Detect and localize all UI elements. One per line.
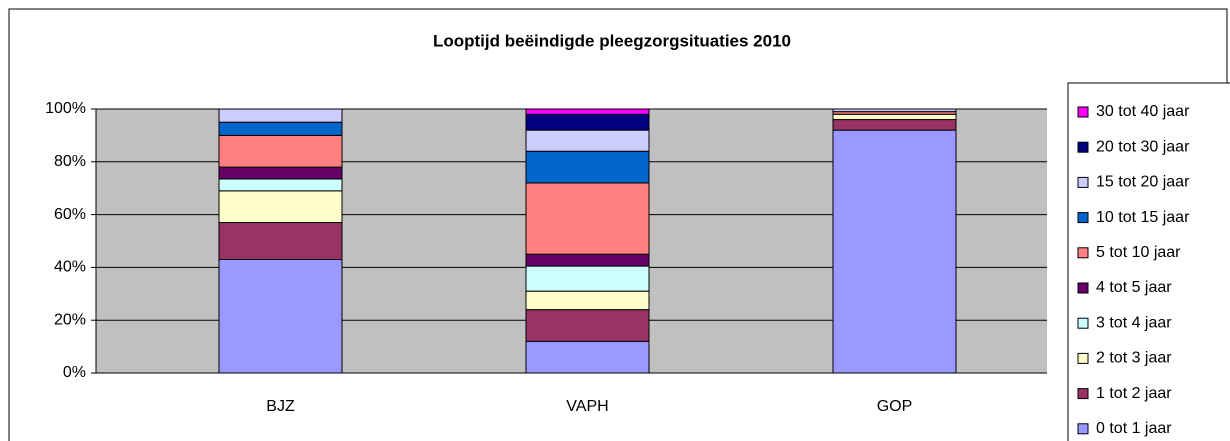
- legend-swatch: [1077, 212, 1089, 224]
- bar-segment: [525, 253, 650, 267]
- bar-segment: [525, 108, 650, 115]
- bar-segment: [218, 166, 343, 180]
- legend-swatch: [1077, 388, 1089, 400]
- y-tick-label: 40%: [54, 259, 86, 276]
- legend-label: 4 tot 5 jaar: [1096, 279, 1172, 296]
- bar-segment: [525, 309, 650, 342]
- legend-label: 2 tot 3 jaar: [1096, 350, 1172, 367]
- legend-label: 30 tot 40 jaar: [1096, 103, 1190, 120]
- legend: [1067, 82, 1230, 441]
- bar-segment: [218, 108, 343, 123]
- y-tick-label: 20%: [54, 311, 86, 328]
- y-tick-label: 0%: [63, 364, 86, 381]
- bar-segment: [832, 119, 957, 131]
- bar-segment: [218, 134, 343, 168]
- legend-swatch: [1077, 247, 1089, 259]
- legend-label: 3 tot 4 jaar: [1096, 314, 1172, 331]
- bar-segment: [832, 113, 957, 121]
- bar-segment: [218, 121, 343, 136]
- legend-label: 10 tot 15 jaar: [1096, 209, 1190, 226]
- bar-segment: [525, 129, 650, 152]
- bar-segment: [525, 340, 650, 374]
- y-tick-label: 60%: [54, 206, 86, 223]
- legend-swatch: [1077, 352, 1089, 364]
- legend-label: 1 tot 2 jaar: [1096, 385, 1172, 402]
- legend-swatch: [1077, 141, 1089, 153]
- bar-segment: [525, 182, 650, 255]
- chart-title: Looptijd beëindigde pleegzorgsituaties 2…: [433, 31, 791, 50]
- bar-segment: [218, 178, 343, 192]
- y-tick-label: 100%: [45, 100, 86, 117]
- x-tick-label: BJZ: [266, 398, 295, 415]
- bar-segment: [525, 265, 650, 292]
- legend-swatch: [1077, 317, 1089, 329]
- bar-segment: [832, 129, 957, 374]
- bar-segment: [218, 190, 343, 224]
- bar-segment: [218, 222, 343, 260]
- bar-segment: [218, 258, 343, 374]
- y-tick-label: 80%: [54, 153, 86, 170]
- x-tick-label: VAPH: [566, 398, 608, 415]
- legend-swatch: [1077, 106, 1089, 118]
- legend-label: 0 tot 1 jaar: [1096, 420, 1172, 437]
- bar-segment: [525, 150, 650, 184]
- legend-swatch: [1077, 282, 1089, 294]
- legend-label: 20 tot 30 jaar: [1096, 138, 1190, 155]
- legend-swatch: [1077, 423, 1089, 435]
- x-tick-label: GOP: [877, 398, 913, 415]
- bar-segment: [832, 108, 957, 113]
- bar-segment: [525, 113, 650, 131]
- legend-label: 5 tot 10 jaar: [1096, 244, 1181, 261]
- legend-label: 15 tot 20 jaar: [1096, 174, 1190, 191]
- bar-segment: [525, 290, 650, 311]
- legend-swatch: [1077, 176, 1089, 188]
